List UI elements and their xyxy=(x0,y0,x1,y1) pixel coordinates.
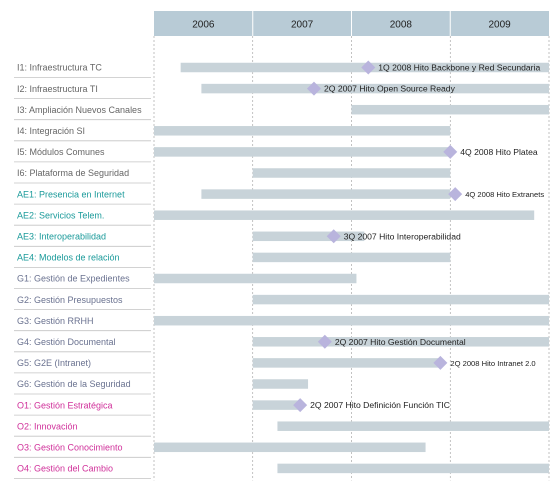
gantt-row: G3: Gestión RRHH xyxy=(14,315,549,332)
task-bar xyxy=(252,231,365,242)
task-bar xyxy=(154,442,426,453)
gantt-row: I3: Ampliación Nuevos Canales xyxy=(14,104,549,121)
task-bar xyxy=(154,210,535,220)
row-label: I4: Integración SI xyxy=(17,126,85,136)
row-label: I1: Infraestructura TC xyxy=(17,63,102,73)
gantt-row: AE4: Modelos de relación xyxy=(14,252,451,268)
task-bar xyxy=(201,189,451,199)
milestone-annotation: 2Q 2007 Hito Open Source Ready xyxy=(324,84,456,94)
task-bar xyxy=(252,400,301,410)
gantt-row: G4: Gestión Documental 2Q 2007 Hito Gesti… xyxy=(14,334,549,353)
milestone-annotation: 1Q 2008 Hito Backbone y Red Secundaria xyxy=(378,63,540,73)
gantt-row: AE2: Servicios Telem. xyxy=(14,210,535,226)
task-bar xyxy=(252,337,549,347)
gantt-row: I2: Infraestructura TI 2Q 2007 Hito Open … xyxy=(14,81,549,99)
task-bar xyxy=(351,104,549,115)
year-label-2006: 2006 xyxy=(192,20,215,31)
year-label-2009: 2009 xyxy=(489,20,512,31)
task-bar xyxy=(252,379,309,389)
row-label: AE3: Interoperabilidad xyxy=(17,232,106,242)
row-label: O1: Gestión Estratégica xyxy=(17,400,113,410)
gantt-row: O4: Gestión del Cambio xyxy=(14,464,549,479)
gantt-row: O2: Innovación xyxy=(14,421,549,437)
milestone-annotation: 3Q 2007 Hito Interoperabilidad xyxy=(344,231,461,241)
task-bar xyxy=(277,421,549,431)
row-label: I3: Ampliación Nuevos Canales xyxy=(17,105,142,115)
task-bar xyxy=(154,315,549,326)
gantt-row: G5: G2E (Intranet) 2Q 2008 Hito Intranet … xyxy=(14,355,536,374)
gantt-row: O3: Gestión Conocimiento xyxy=(14,443,426,458)
milestone-annotation: 4Q 2008 Hito Extranets xyxy=(465,190,544,199)
row-label: G4: Gestión Documental xyxy=(17,337,116,347)
row-label: G5: G2E (Intranet) xyxy=(17,358,91,368)
gantt-row: I6: Plataforma de Seguridad xyxy=(14,168,451,184)
row-label: AE1: Presencia en Internet xyxy=(17,189,125,199)
row-label: I5: Módulos Comunes xyxy=(17,147,105,157)
row-label: O3: Gestión Conocimiento xyxy=(17,443,123,453)
year-label-2008: 2008 xyxy=(390,20,413,31)
milestone-diamond xyxy=(448,187,463,202)
row-label: I2: Infraestructura TI xyxy=(17,84,98,94)
gantt-row: G6: Gestión de la Seguridad xyxy=(14,379,309,395)
milestone-diamond xyxy=(293,398,308,413)
gantt-row: AE3: Interoperabilidad 3Q 2007 Hito Inter… xyxy=(14,229,461,247)
milestone-diamond xyxy=(361,60,376,75)
row-label: G6: Gestión de la Seguridad xyxy=(17,379,131,389)
row-label: I6: Plataforma de Seguridad xyxy=(17,168,129,178)
row-label: AE2: Servicios Telem. xyxy=(17,210,104,220)
task-bar xyxy=(277,463,549,474)
task-bar xyxy=(154,126,451,136)
row-label: G1: Gestión de Expedientes xyxy=(17,274,130,284)
milestone-annotation: 4Q 2008 Hito Platea xyxy=(460,147,538,157)
gantt-row: G2: Gestión Presupuestos xyxy=(14,294,549,311)
milestone-annotation: 2Q 2007 Hito Definición Función TIC xyxy=(310,400,450,410)
milestone-diamond xyxy=(306,81,321,96)
gantt-row: I1: Infraestructura TC 1Q 2008 Hito Backb… xyxy=(14,60,549,78)
gantt-row: I5: Módulos Comunes 4Q 2008 Hito Platea xyxy=(14,144,538,163)
task-bar xyxy=(154,273,357,284)
row-label: O4: Gestión del Cambio xyxy=(17,464,113,474)
year-header: 2006 2007 2008 2009 xyxy=(154,11,549,36)
milestone-diamond xyxy=(443,144,458,159)
row-label: G2: Gestión Presupuestos xyxy=(17,295,123,305)
gantt-row: O1: Gestión Estratégica 2Q 2007 Hito Defi… xyxy=(14,398,450,416)
task-bar xyxy=(252,294,549,305)
milestone-diamond xyxy=(433,355,448,370)
milestone-diamond xyxy=(326,229,341,244)
gantt-row: AE1: Presencia en Internet 4Q 2008 Hito E… xyxy=(14,187,544,205)
task-bar xyxy=(154,147,451,157)
row-label: AE4: Modelos de relación xyxy=(17,253,120,263)
task-bar xyxy=(201,83,549,94)
row-label: G3: Gestión RRHH xyxy=(17,316,94,326)
gantt-row: I4: Integración SI xyxy=(14,126,451,142)
task-bar xyxy=(252,168,451,178)
row-label: O2: Innovación xyxy=(17,421,78,431)
task-bar xyxy=(252,252,451,263)
gantt-row: G1: Gestión de Expedientes xyxy=(14,273,357,289)
rows: I1: Infraestructura TC 1Q 2008 Hito Backb… xyxy=(14,60,549,479)
milestone-annotation: 2Q 2008 Hito Intranet 2.0 xyxy=(450,359,535,368)
milestone-annotation: 2Q 2007 Hito Gestión Documental xyxy=(335,337,466,347)
task-bar xyxy=(252,358,441,368)
year-label-2007: 2007 xyxy=(291,20,314,31)
milestone-diamond xyxy=(317,334,332,349)
